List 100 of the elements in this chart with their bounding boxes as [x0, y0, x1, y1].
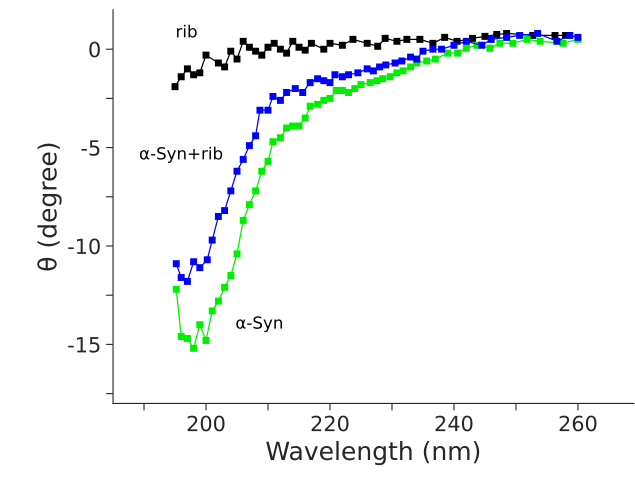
point — [202, 52, 210, 59]
point — [438, 46, 446, 53]
point — [214, 60, 222, 66]
point — [256, 106, 264, 114]
point — [306, 79, 314, 86]
point — [240, 156, 247, 163]
series-label: rib — [177, 24, 197, 38]
point — [486, 44, 494, 52]
point — [269, 138, 276, 146]
point — [462, 38, 470, 45]
point — [196, 321, 204, 328]
point — [246, 201, 253, 208]
point — [454, 50, 462, 57]
point — [393, 38, 400, 45]
point — [364, 40, 371, 47]
point — [214, 213, 222, 220]
point — [331, 71, 338, 78]
point — [376, 63, 384, 70]
point — [178, 333, 185, 340]
point — [283, 50, 290, 57]
point — [276, 46, 284, 53]
point — [264, 106, 272, 114]
point — [326, 79, 334, 86]
point — [283, 89, 290, 96]
point — [469, 34, 476, 42]
point — [364, 65, 371, 72]
x-tick-label: 260 — [560, 416, 596, 432]
point — [400, 67, 407, 74]
point — [178, 73, 185, 80]
y-tick-label: -5 — [81, 140, 100, 156]
point — [227, 187, 234, 194]
point — [208, 307, 216, 314]
point — [227, 48, 234, 55]
point — [496, 40, 504, 47]
point — [429, 46, 436, 53]
point — [234, 250, 240, 258]
point — [252, 187, 260, 194]
point — [283, 124, 290, 132]
point — [524, 36, 531, 43]
point — [190, 71, 198, 78]
point — [240, 216, 247, 224]
point — [184, 335, 191, 342]
point — [450, 42, 458, 49]
point — [326, 40, 334, 47]
point — [276, 96, 284, 104]
point — [534, 30, 542, 37]
point — [314, 100, 322, 108]
point — [444, 50, 452, 57]
series-label: α-Syn — [236, 316, 282, 332]
point — [393, 69, 400, 76]
point — [320, 96, 328, 104]
point — [258, 52, 266, 59]
x-tick-label: 220 — [312, 416, 348, 432]
point — [214, 298, 222, 305]
point — [320, 77, 328, 84]
point — [382, 61, 390, 68]
point — [403, 36, 410, 43]
point — [420, 48, 426, 55]
point — [292, 85, 299, 92]
y-axis-title: θ (degree) — [37, 144, 62, 270]
point — [441, 34, 448, 41]
point — [306, 102, 314, 110]
x-axis-title: Wavelength (nm) — [266, 440, 480, 466]
point — [196, 69, 204, 76]
point — [296, 122, 302, 130]
point — [258, 168, 266, 175]
point — [516, 32, 524, 39]
point — [314, 75, 322, 82]
point — [202, 336, 210, 344]
x-tick-label: 200 — [188, 416, 225, 432]
point — [423, 58, 430, 64]
point — [252, 48, 260, 55]
point — [332, 87, 340, 94]
point — [184, 65, 191, 72]
point — [221, 207, 228, 214]
point — [488, 36, 495, 43]
point — [299, 89, 306, 96]
point — [289, 38, 296, 45]
point — [374, 42, 382, 50]
point — [308, 40, 315, 47]
point — [478, 42, 486, 49]
y-tick-label: 0 — [89, 42, 100, 58]
point — [509, 40, 516, 47]
point — [366, 79, 374, 86]
point — [392, 60, 399, 66]
point — [566, 32, 574, 39]
point — [196, 264, 204, 272]
point — [302, 114, 309, 122]
point — [276, 134, 284, 142]
point — [172, 286, 180, 293]
point — [221, 284, 228, 291]
point — [560, 40, 567, 47]
point — [208, 236, 216, 244]
point — [536, 38, 544, 45]
point — [370, 67, 377, 74]
x-tick-label: 240 — [436, 416, 472, 432]
point — [227, 272, 234, 279]
point — [416, 36, 424, 43]
series-label: α-Syn+rib — [140, 146, 222, 163]
point — [407, 54, 414, 61]
